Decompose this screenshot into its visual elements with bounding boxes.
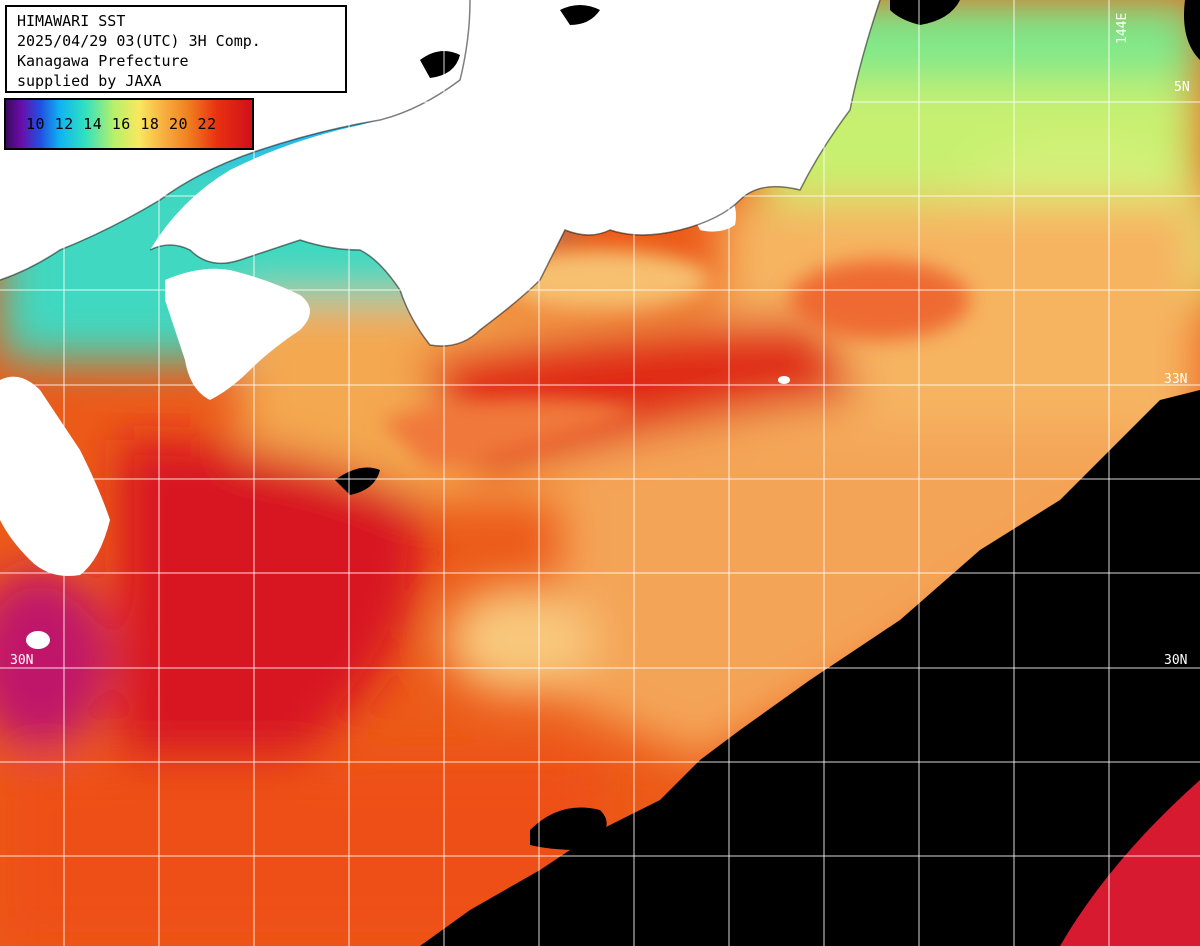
land-honshu-south: [150, 0, 880, 346]
info-provider: Kanagawa Prefecture: [17, 52, 189, 70]
land-izu: [690, 190, 736, 232]
sst-patch-southeast: [1060, 780, 1200, 946]
coastline: [0, 0, 881, 347]
lat-label-35n-right: 5N: [1174, 80, 1190, 95]
no-data-region: [420, 390, 1200, 946]
legend-labels: 10 12 14 16 18 20 22: [26, 115, 217, 133]
land-shikoku: [165, 268, 310, 400]
info-timestamp: 2025/04/29 03(UTC) 3H Comp.: [17, 32, 261, 50]
temperature-legend: 10 12 14 16 18 20 22: [4, 98, 254, 150]
info-credit: supplied by JAXA: [17, 72, 162, 90]
no-data-specks: [335, 0, 960, 850]
sst-eddies: [380, 250, 970, 470]
land-island-2: [778, 376, 790, 384]
lat-label-30n-right: 30N: [1164, 653, 1188, 668]
land-island-1: [26, 631, 50, 649]
lon-label-144e: 144E: [1115, 12, 1130, 44]
land-kyushu: [0, 376, 110, 576]
land-boso: [790, 136, 815, 166]
map-info-box: HIMAWARI SST 2025/04/29 03(UTC) 3H Comp.…: [5, 5, 347, 93]
info-title: HIMAWARI SST: [17, 12, 126, 30]
lat-label-33n-right: 33N: [1164, 372, 1188, 387]
lat-label-30n-left: 30N: [10, 653, 34, 668]
no-data-corner: [1184, 0, 1200, 60]
